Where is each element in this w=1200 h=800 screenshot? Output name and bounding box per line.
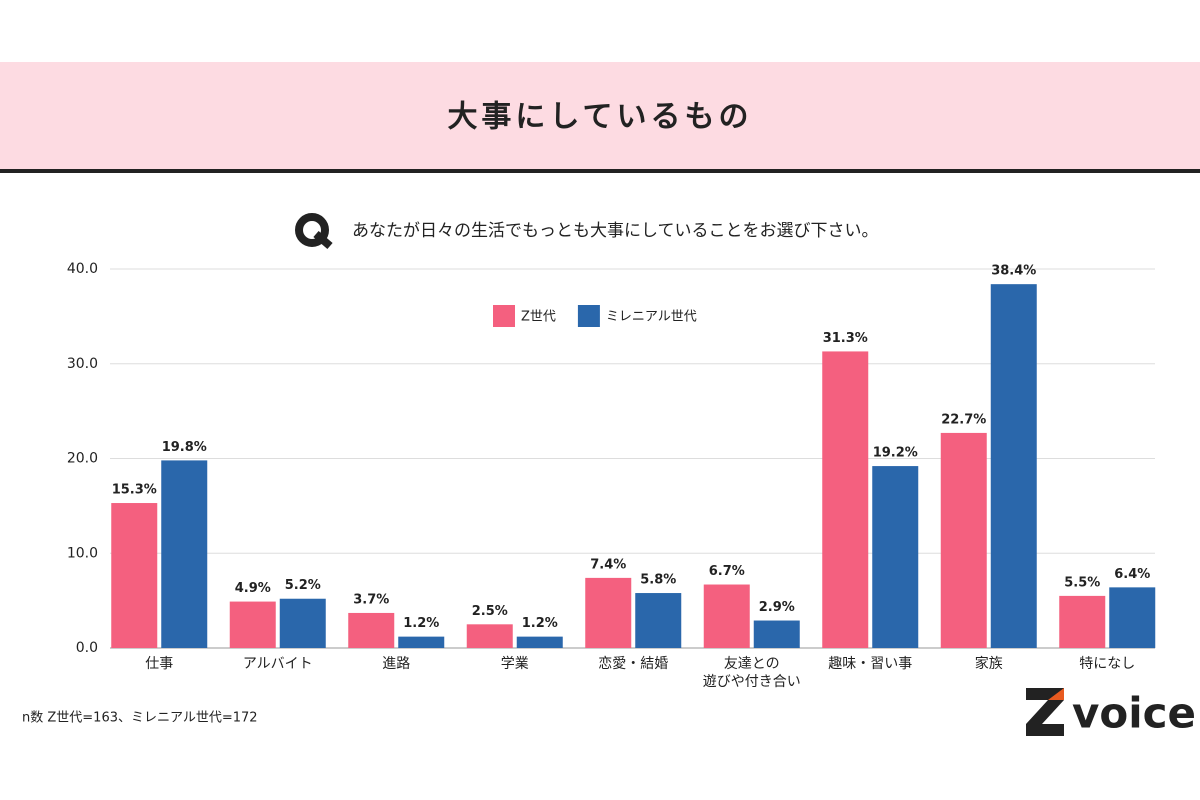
banner-rule xyxy=(0,169,1200,173)
legend-swatch xyxy=(577,305,600,327)
bar xyxy=(635,593,682,648)
q-icon xyxy=(295,213,333,250)
value-label: 5.2% xyxy=(285,578,321,593)
x-tick-label: 恋愛・結婚 xyxy=(598,655,668,672)
y-tick-label: 20.0 xyxy=(67,451,98,467)
value-label: 1.2% xyxy=(522,616,558,631)
bar xyxy=(516,636,563,648)
value-label: 3.7% xyxy=(353,592,389,607)
value-label: 31.3% xyxy=(823,331,868,346)
bar xyxy=(940,432,987,648)
footnote: n数 Z世代=163、ミレニアル世代=172 xyxy=(22,711,258,726)
value-label: 2.5% xyxy=(472,604,508,619)
value-label: 5.8% xyxy=(640,573,676,588)
x-tick-label: 仕事 xyxy=(145,656,173,672)
value-label: 6.4% xyxy=(1114,567,1150,582)
logo-text: voice xyxy=(1072,689,1196,738)
bar xyxy=(990,284,1037,648)
value-label: 15.3% xyxy=(112,483,157,498)
bar xyxy=(872,466,919,648)
bar xyxy=(161,460,208,648)
x-tick-label: 特になし xyxy=(1079,656,1135,672)
value-label: 6.7% xyxy=(709,564,745,579)
y-tick-label: 30.0 xyxy=(67,356,98,372)
bar xyxy=(1109,587,1156,648)
x-tick-label: 学業 xyxy=(501,656,529,672)
x-tick-label: 家族 xyxy=(975,655,1003,672)
x-tick-label: 進路 xyxy=(382,656,410,672)
y-tick-label: 40.0 xyxy=(67,261,98,277)
value-label: 22.7% xyxy=(941,412,986,427)
logo xyxy=(1026,688,1064,736)
value-label: 38.4% xyxy=(991,264,1036,279)
bar xyxy=(703,584,750,648)
value-label: 2.9% xyxy=(759,600,795,615)
bar xyxy=(348,612,395,648)
value-label: 5.5% xyxy=(1064,575,1100,590)
value-label: 19.8% xyxy=(162,440,207,455)
bar xyxy=(585,577,632,648)
legend-label: ミレニアル世代 xyxy=(606,310,697,325)
value-label: 4.9% xyxy=(235,581,271,596)
y-tick-label: 0.0 xyxy=(76,640,98,656)
value-label: 7.4% xyxy=(590,557,626,572)
x-tick-label: アルバイト xyxy=(243,656,313,672)
bar xyxy=(398,636,445,648)
bar xyxy=(753,620,800,648)
bar xyxy=(1059,595,1106,648)
title-banner xyxy=(0,62,1200,170)
bar xyxy=(111,503,158,648)
x-tick-label: 趣味・習い事 xyxy=(828,656,912,672)
page-title: 大事にしているもの xyxy=(447,100,752,135)
legend-label: Z世代 xyxy=(521,310,556,325)
y-tick-label: 10.0 xyxy=(67,545,98,561)
legend-swatch xyxy=(493,305,515,327)
x-tick-label: 友達との遊びや付き合い xyxy=(703,656,801,690)
bar xyxy=(466,624,513,648)
bar xyxy=(229,601,276,648)
bar xyxy=(279,598,326,648)
question: あなたが日々の生活でもっとも大事にしていることをお選び下さい。 xyxy=(352,221,879,241)
value-label: 1.2% xyxy=(403,616,439,631)
bar xyxy=(822,351,869,648)
value-label: 19.2% xyxy=(873,446,918,461)
